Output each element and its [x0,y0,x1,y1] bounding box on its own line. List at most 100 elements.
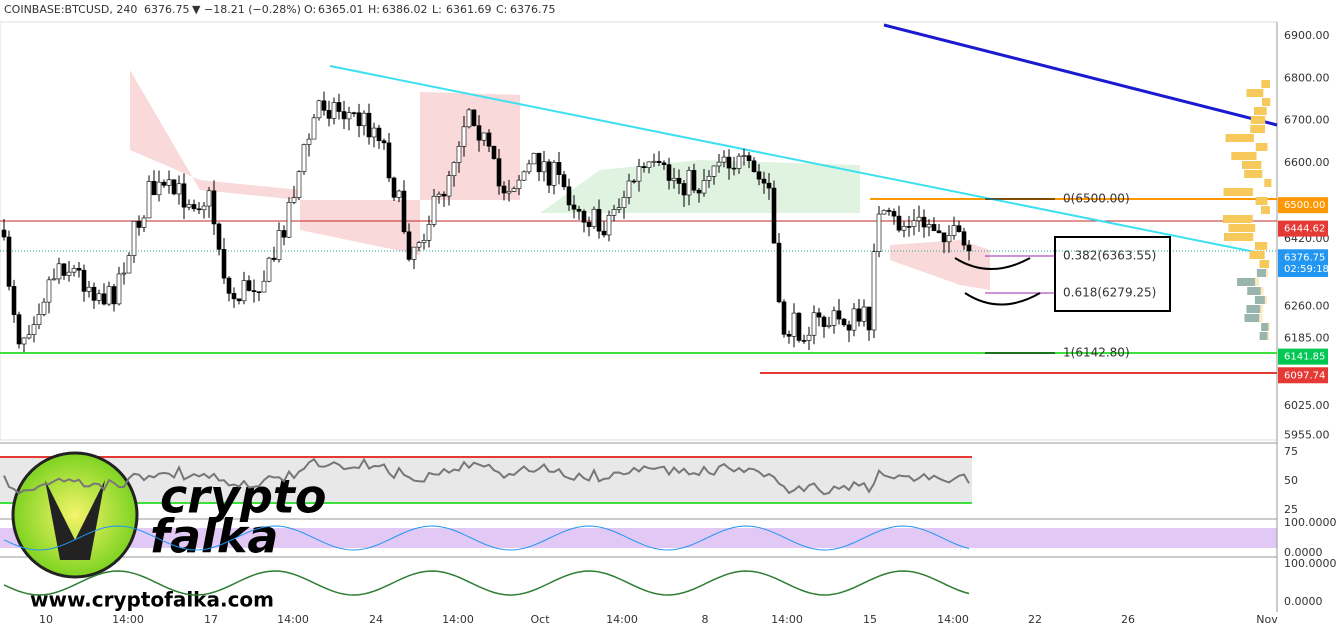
candle-body [841,318,847,326]
candle-body [791,312,797,337]
candle-body [826,325,832,327]
rsi-line [3,457,970,496]
arc [954,257,1031,270]
candle-body [771,187,777,244]
candle-body [801,340,807,342]
candle-body [906,226,912,228]
candle-body [416,242,422,248]
vp-bar [1237,278,1256,286]
candle-body [681,183,687,196]
candle-body [521,171,527,181]
candle-body [346,112,352,120]
price-tag-label: 6141.85 [1284,352,1325,363]
candle-body [666,164,672,181]
price-tag [1278,348,1328,365]
volume-profile [1223,80,1272,340]
cloud [130,70,520,255]
candle-body [601,230,607,236]
vp-bar [1246,305,1261,313]
header-text: 6376.75 [144,3,190,16]
candle-body [716,161,722,167]
osc-line [3,570,970,596]
time-tick-label: 14:00 [112,613,144,626]
stoch-line [3,525,970,551]
candle-body [591,208,597,227]
vp-bar [1247,287,1261,295]
vp-bar [1254,107,1267,115]
candle-body [371,127,377,138]
header-text: 6365.01 [318,3,364,16]
candle-body [186,204,192,208]
candle-body [476,125,482,141]
candle-body [101,293,107,305]
candle-body [626,180,632,198]
candle-body [911,220,917,227]
candle-body [916,216,922,222]
candle-body [721,156,727,163]
watermark-url: www.cryptofalka.com [30,588,274,612]
candle-body [441,193,447,197]
vp-bar [1254,296,1265,304]
candle-body [831,310,837,326]
vp-bar [1242,161,1262,169]
candle-body [16,314,22,345]
osc-tick-label: 100.0000 [1284,557,1337,570]
osc-tick-label: 0.0000 [1284,595,1323,608]
candle-body [881,210,887,215]
vp-bar [1254,296,1268,304]
candle-body [811,312,817,336]
candle-body [566,186,572,206]
candle-body [456,146,462,163]
trendline [329,65,1256,253]
candle-body [331,102,337,119]
candle-body [746,155,752,162]
candle-body [761,178,767,184]
vp-bar [1244,170,1263,178]
candle-body [36,314,42,325]
candle-body [546,161,552,186]
candle-body [501,185,507,194]
candle-body [46,279,52,303]
price-tag [1278,220,1328,237]
vp-bar [1259,332,1268,340]
candle-body [731,167,737,170]
candle-body [471,109,477,126]
candle-body [496,158,502,187]
candle-body [851,308,857,331]
time-tick-label: 8 [702,613,709,626]
candle-body [161,181,167,186]
candle-body [286,202,292,238]
candle-body [741,155,747,157]
candle-body [196,208,202,211]
candle-body [176,183,182,195]
candle-body [621,197,627,208]
price-tick-label: 6600.00 [1284,156,1330,169]
candle-body [306,138,312,145]
candle-body [596,208,602,232]
vp-bar [1255,143,1268,151]
candle-body [126,255,132,274]
candle-body [676,177,682,184]
candle-body [776,242,782,303]
stoch-band [0,528,1277,548]
candle-body [926,224,932,228]
candle-body [856,308,862,322]
candle-body [256,291,262,293]
vp-bar [1237,278,1260,286]
candle-body [206,190,212,207]
candle-body [686,170,692,196]
header-text: 6376.75 [510,3,556,16]
candle-body [266,257,272,282]
time-tick-label: 14:00 [937,613,969,626]
candle-body [241,280,247,302]
candle-body [251,290,257,292]
time-tick-label: 17 [204,613,218,626]
price-tag-label: 6500.00 [1284,200,1325,211]
candle-body [896,215,902,231]
candle-body [966,244,972,252]
vp-bar [1247,287,1264,295]
candle-body [611,209,617,216]
candle-body [91,286,97,301]
fib-label: 0(6500.00) [1063,192,1130,206]
candle-body [151,181,157,196]
